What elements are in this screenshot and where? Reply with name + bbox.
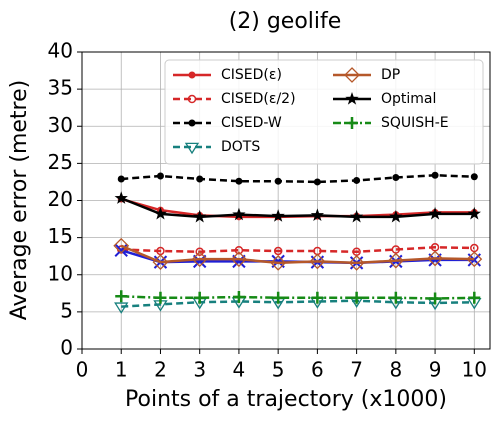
legend-label: DOTS xyxy=(221,139,260,155)
x-tick-label: 1 xyxy=(115,358,128,382)
marker xyxy=(232,207,246,221)
y-tick-label: 25 xyxy=(48,150,73,174)
marker xyxy=(191,251,208,268)
marker xyxy=(117,175,125,183)
y-tick-label: 15 xyxy=(48,224,73,248)
x-tick-label: 3 xyxy=(193,358,206,382)
marker xyxy=(467,206,481,220)
marker xyxy=(387,252,404,269)
x-tick-label: 4 xyxy=(233,358,246,382)
marker xyxy=(184,142,200,155)
marker xyxy=(345,92,359,105)
marker xyxy=(152,254,169,271)
marker xyxy=(429,292,442,305)
x-tick-label: 2 xyxy=(154,358,167,382)
marker xyxy=(272,291,285,304)
marker xyxy=(153,206,168,220)
marker xyxy=(115,290,128,303)
marker xyxy=(310,208,325,222)
series-line xyxy=(121,174,475,184)
legend-label: Optimal xyxy=(381,91,436,107)
y-tick-label: 5 xyxy=(60,298,73,322)
marker xyxy=(346,117,358,129)
y-tick-label: 20 xyxy=(48,187,73,211)
marker xyxy=(192,254,207,269)
marker xyxy=(188,119,196,127)
y-tick-label: 30 xyxy=(48,113,73,137)
x-axis-label: Points of a trajectory (x1000) xyxy=(125,387,447,412)
y-tick-label: 40 xyxy=(48,39,73,63)
series-line xyxy=(121,299,475,308)
marker xyxy=(188,71,196,79)
y-tick-label: 35 xyxy=(48,76,73,100)
x-tick-label: 6 xyxy=(311,358,324,382)
marker xyxy=(313,178,321,186)
marker xyxy=(231,251,247,268)
marker xyxy=(232,291,245,304)
marker xyxy=(431,171,439,179)
marker xyxy=(154,291,167,304)
legend-label: CISED(ε/2) xyxy=(221,91,296,107)
marker xyxy=(114,191,128,204)
chart-title: (2) geolife xyxy=(229,9,342,34)
legend-label: SQUISH-E xyxy=(381,115,449,131)
series-line xyxy=(120,244,475,265)
marker xyxy=(196,175,204,183)
legend-label: CISED(ε) xyxy=(221,67,282,83)
marker xyxy=(466,251,483,268)
marker xyxy=(468,291,481,304)
marker xyxy=(234,245,244,255)
x-tick-label: 7 xyxy=(350,358,363,382)
marker xyxy=(353,176,361,184)
legend-label: DP xyxy=(381,67,400,83)
marker xyxy=(311,291,324,304)
marker xyxy=(309,253,326,270)
marker xyxy=(273,246,283,256)
y-axis-label: Average error (metre) xyxy=(7,80,32,320)
marker xyxy=(114,302,129,314)
series-line xyxy=(120,197,475,219)
x-tick-label: 5 xyxy=(272,358,285,382)
x-tick-label: 0 xyxy=(76,358,89,382)
marker xyxy=(113,237,130,254)
marker xyxy=(470,173,478,181)
y-tick-label: 10 xyxy=(48,261,73,285)
marker xyxy=(195,247,204,256)
marker xyxy=(187,94,197,104)
marker xyxy=(389,209,403,223)
series-line xyxy=(121,246,475,253)
marker xyxy=(156,172,164,180)
marker xyxy=(271,209,285,222)
marker xyxy=(349,209,364,223)
marker xyxy=(389,291,402,304)
y-tick-label: 0 xyxy=(60,336,73,360)
legend-box xyxy=(164,59,484,165)
marker xyxy=(344,67,360,83)
x-tick-label: 10 xyxy=(462,358,487,382)
plot-frame xyxy=(81,51,491,350)
marker xyxy=(193,291,206,304)
x-tick-label: 9 xyxy=(429,358,442,382)
marker xyxy=(274,177,282,185)
marker xyxy=(428,206,442,220)
series-line xyxy=(121,295,475,300)
marker xyxy=(235,177,243,185)
marker xyxy=(427,250,443,267)
marker xyxy=(232,254,246,269)
marker xyxy=(348,254,365,271)
marker xyxy=(392,173,400,181)
legend-label: CISED-W xyxy=(221,115,282,131)
marker xyxy=(193,209,207,223)
marker xyxy=(350,291,363,304)
x-tick-label: 8 xyxy=(389,358,402,382)
marker xyxy=(270,254,287,271)
